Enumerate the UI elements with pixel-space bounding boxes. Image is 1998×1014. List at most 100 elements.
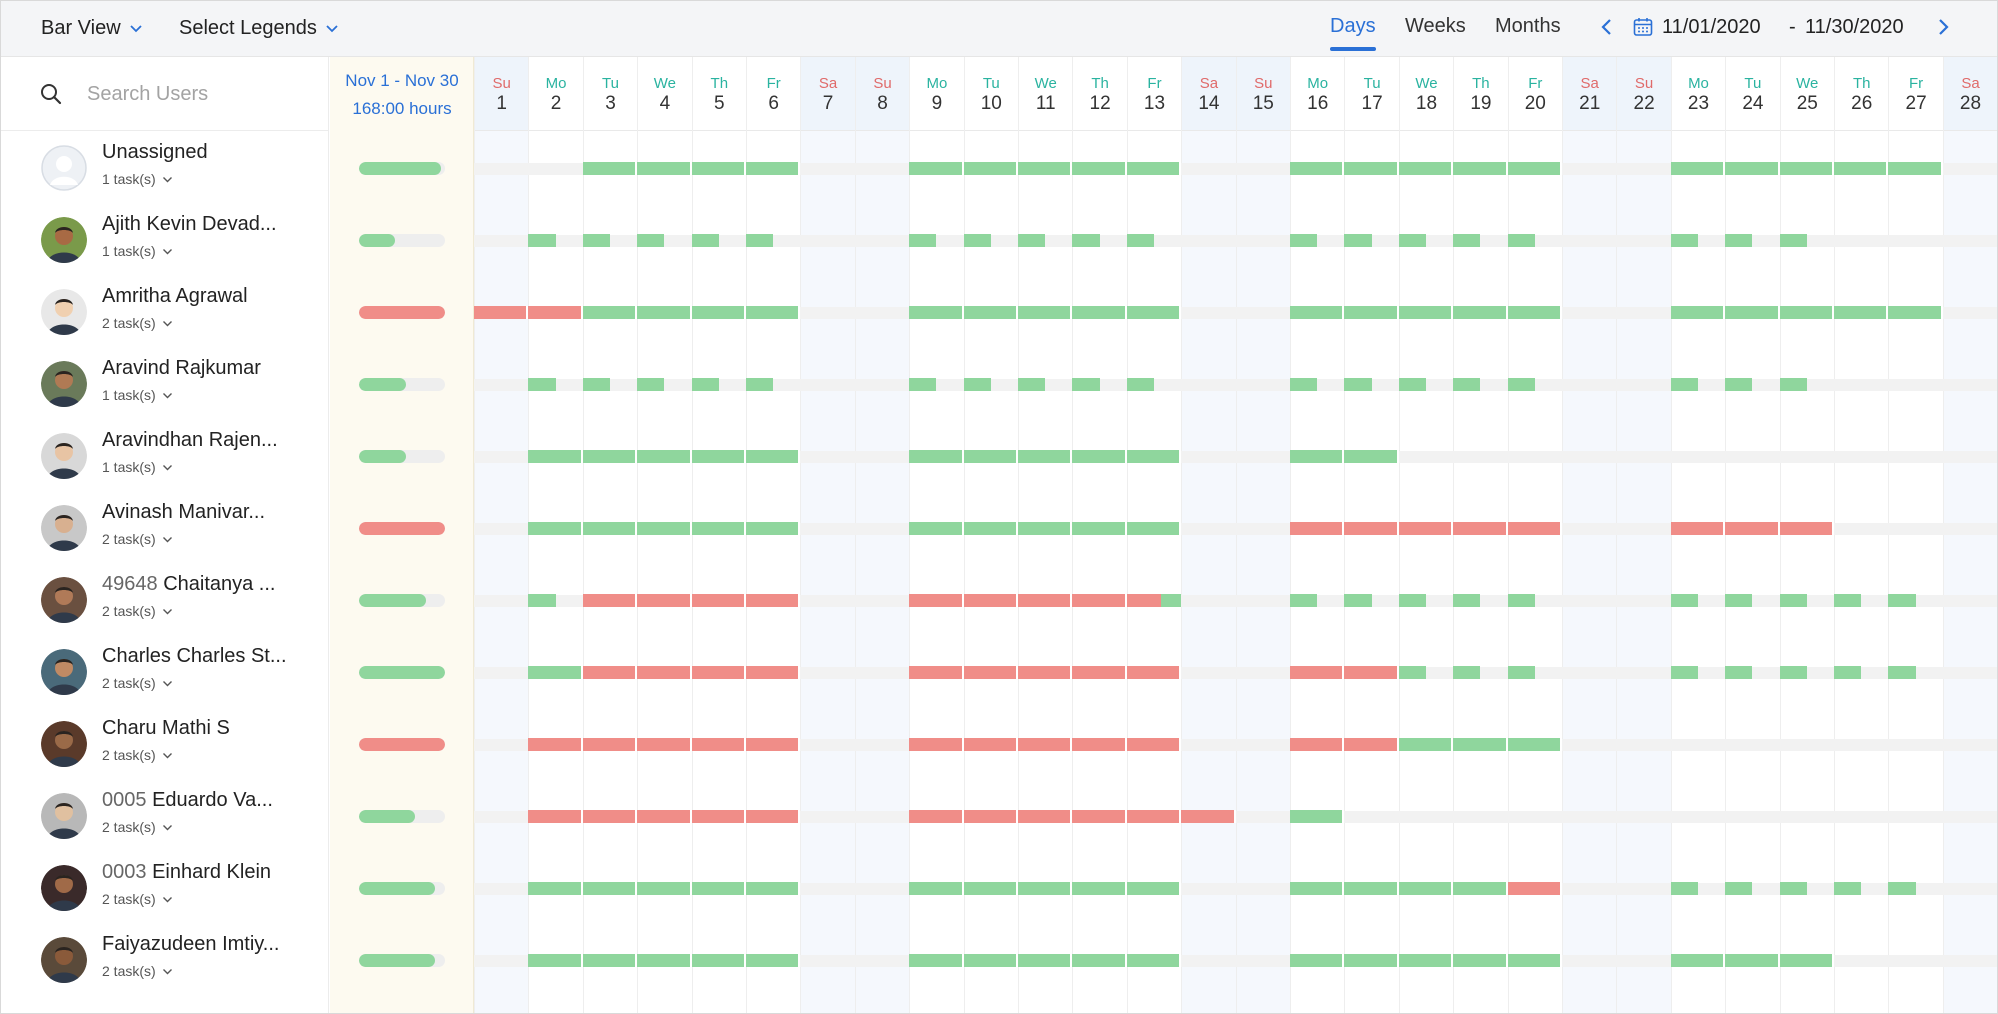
workload-bar-overloaded[interactable] <box>1507 522 1562 535</box>
user-row[interactable]: Avinash Manivar... 2 task(s) <box>1 491 329 563</box>
workload-bar-overloaded[interactable] <box>1344 666 1399 679</box>
workload-bar-normal[interactable] <box>1670 162 1726 175</box>
user-row[interactable]: 49648 Chaitanya ... 2 task(s) <box>1 563 329 635</box>
workload-bar-partial[interactable] <box>1834 594 1862 607</box>
workload-bar-overloaded[interactable] <box>1126 810 1182 823</box>
workload-bar-overloaded[interactable] <box>1725 522 1780 535</box>
workload-bar-normal[interactable] <box>909 882 964 895</box>
workload-bar-normal[interactable] <box>1344 306 1399 319</box>
workload-bar-normal[interactable] <box>582 450 638 463</box>
user-row[interactable]: Charles Charles St... 2 task(s) <box>1 635 329 707</box>
workload-bar-normal[interactable] <box>1290 810 1345 823</box>
workload-bar-overloaded[interactable] <box>1126 666 1182 679</box>
workload-bar-partial[interactable] <box>528 594 556 607</box>
workload-bar-normal[interactable] <box>1344 954 1399 967</box>
workload-bar-partial[interactable] <box>1072 378 1100 391</box>
workload-bar-partial[interactable] <box>1888 594 1916 607</box>
workload-bar-partial[interactable] <box>1725 378 1753 391</box>
workload-bar-partial[interactable] <box>582 234 610 247</box>
tab-months[interactable]: Months <box>1495 15 1561 37</box>
user-row[interactable]: Charu Mathi S 2 task(s) <box>1 707 329 779</box>
workload-bar-overloaded[interactable] <box>909 810 964 823</box>
workload-bar-partial[interactable] <box>746 234 774 247</box>
workload-bar-overloaded[interactable] <box>746 594 801 607</box>
workload-bar-overloaded[interactable] <box>963 810 1018 823</box>
workload-bar-overloaded[interactable] <box>1290 738 1345 751</box>
task-count-toggle[interactable]: 2 task(s) <box>102 675 173 691</box>
workload-bar-normal[interactable] <box>1507 954 1562 967</box>
workload-bar-partial[interactable] <box>582 378 610 391</box>
workload-bar-overloaded[interactable] <box>1344 738 1399 751</box>
workload-bar-partial[interactable] <box>1725 882 1753 895</box>
workload-bar-normal[interactable] <box>691 450 746 463</box>
workload-bar-overloaded[interactable] <box>637 594 692 607</box>
workload-bar-normal[interactable] <box>528 954 583 967</box>
workload-bar-normal[interactable] <box>691 882 746 895</box>
workload-bar-normal[interactable] <box>909 162 964 175</box>
summary-bar[interactable] <box>359 882 445 895</box>
workload-bar-partial[interactable] <box>1453 234 1481 247</box>
workload-bar-overloaded[interactable] <box>1779 522 1834 535</box>
workload-bar-partial[interactable] <box>1398 234 1426 247</box>
user-row[interactable]: 0003 Einhard Klein 2 task(s) <box>1 851 329 923</box>
workload-bar-partial[interactable] <box>1072 234 1100 247</box>
workload-bar-overloaded[interactable] <box>691 594 746 607</box>
task-count-toggle[interactable]: 2 task(s) <box>102 963 173 979</box>
workload-bar-partial[interactable] <box>1779 234 1807 247</box>
workload-bar-partial[interactable] <box>1290 234 1318 247</box>
task-count-toggle[interactable]: 2 task(s) <box>102 315 173 331</box>
workload-bar-normal[interactable] <box>1072 162 1127 175</box>
summary-bar[interactable] <box>359 954 445 967</box>
previous-arrow-icon[interactable] <box>1597 15 1617 39</box>
next-arrow-icon[interactable] <box>1933 15 1953 39</box>
workload-bar-overloaded[interactable] <box>963 738 1018 751</box>
workload-bar-normal[interactable] <box>1453 162 1508 175</box>
workload-bar-normal[interactable] <box>1344 162 1399 175</box>
workload-bar-normal[interactable] <box>909 954 964 967</box>
workload-bar-normal[interactable] <box>691 954 746 967</box>
workload-bar-normal[interactable] <box>1126 954 1182 967</box>
task-count-toggle[interactable]: 1 task(s) <box>102 243 173 259</box>
task-count-toggle[interactable]: 2 task(s) <box>102 891 173 907</box>
workload-bar-overloaded[interactable] <box>474 306 529 319</box>
bar-view-dropdown[interactable]: Bar View <box>41 15 143 41</box>
workload-bar-normal[interactable] <box>1018 306 1073 319</box>
task-count-toggle[interactable]: 2 task(s) <box>102 603 173 619</box>
workload-bar-partial[interactable] <box>1779 594 1807 607</box>
workload-bar-normal[interactable] <box>1290 450 1345 463</box>
workload-bar-normal[interactable] <box>582 954 638 967</box>
workload-bar-normal[interactable] <box>1507 162 1562 175</box>
workload-bar-overloaded[interactable] <box>528 738 583 751</box>
workload-bar-normal[interactable] <box>909 522 964 535</box>
workload-bar-normal[interactable] <box>963 522 1018 535</box>
workload-bar-partial[interactable] <box>1507 594 1535 607</box>
workload-bar-normal[interactable] <box>1344 450 1399 463</box>
workload-bar-normal[interactable] <box>1290 162 1345 175</box>
workload-bar-normal[interactable] <box>1160 594 1182 607</box>
user-row[interactable]: Amritha Agrawal 2 task(s) <box>1 275 329 347</box>
workload-bar-partial[interactable] <box>637 378 665 391</box>
workload-bar-overloaded[interactable] <box>1018 594 1073 607</box>
workload-bar-partial[interactable] <box>746 378 774 391</box>
workload-bar-overloaded[interactable] <box>1072 594 1127 607</box>
workload-bar-partial[interactable] <box>528 378 556 391</box>
workload-bar-partial[interactable] <box>1888 882 1916 895</box>
workload-bar-overloaded[interactable] <box>746 738 801 751</box>
workload-bar-partial[interactable] <box>691 234 719 247</box>
workload-bar-normal[interactable] <box>1126 450 1182 463</box>
workload-bar-overloaded[interactable] <box>1398 522 1454 535</box>
workload-bar-partial[interactable] <box>1779 666 1807 679</box>
workload-bar-normal[interactable] <box>1018 162 1073 175</box>
workload-bar-normal[interactable] <box>963 954 1018 967</box>
workload-bar-normal[interactable] <box>1072 954 1127 967</box>
workload-bar-normal[interactable] <box>1126 882 1182 895</box>
workload-bar-partial[interactable] <box>1779 378 1807 391</box>
summary-bar[interactable] <box>359 666 445 679</box>
workload-bar-overloaded[interactable] <box>1290 522 1345 535</box>
workload-bar-normal[interactable] <box>1344 882 1399 895</box>
workload-bar-overloaded[interactable] <box>582 594 638 607</box>
workload-bar-normal[interactable] <box>909 450 964 463</box>
workload-bar-overloaded[interactable] <box>691 810 746 823</box>
workload-bar-normal[interactable] <box>528 666 583 679</box>
workload-bar-partial[interactable] <box>1453 594 1481 607</box>
